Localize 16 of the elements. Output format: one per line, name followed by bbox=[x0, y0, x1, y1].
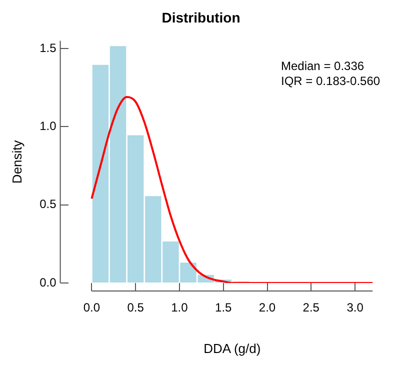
y-tick-label: 1.0 bbox=[40, 119, 57, 134]
y-tick-label: 0.0 bbox=[40, 275, 57, 290]
x-tick-label: 2.0 bbox=[258, 300, 276, 315]
annotation: Median = 0.336 bbox=[281, 59, 364, 74]
x-tick-label: 3.0 bbox=[346, 300, 364, 315]
y-axis-title: Density bbox=[9, 140, 24, 184]
chart-title: Distribution bbox=[162, 9, 240, 26]
x-axis-title: DDA (g/d) bbox=[204, 340, 261, 356]
x-tick-label: 0.0 bbox=[83, 300, 100, 315]
x-tick-label: 1.0 bbox=[171, 300, 188, 315]
x-tick-label: 2.5 bbox=[302, 300, 320, 315]
y-tick-label: 1.5 bbox=[40, 40, 57, 55]
y-tick-label: 0.5 bbox=[40, 197, 57, 212]
annotation: IQR = 0.183-0.560 bbox=[281, 74, 380, 88]
x-tick-label: 1.5 bbox=[215, 300, 232, 315]
x-tick-label: 0.5 bbox=[127, 300, 144, 315]
